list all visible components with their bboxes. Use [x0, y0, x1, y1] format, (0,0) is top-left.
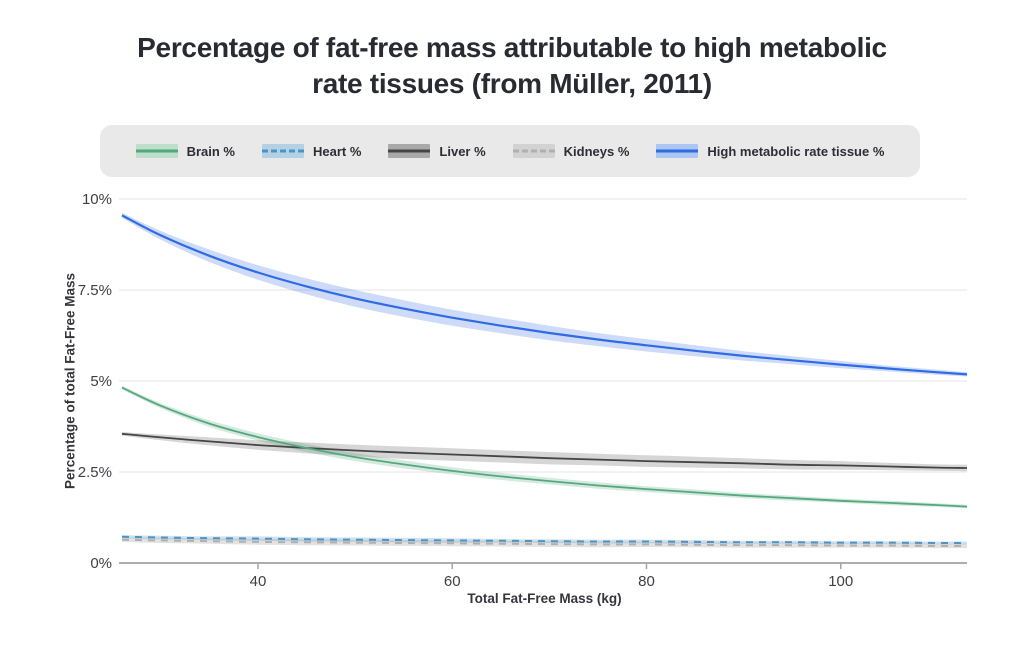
series-line-heart [121, 535, 967, 545]
y-tick-label-5%: 5% [90, 373, 112, 390]
legend-item-brain[interactable]: Brain % [135, 143, 235, 159]
x-tick-label-60: 60 [444, 573, 461, 590]
x-tick-label-40: 40 [250, 573, 267, 590]
legend-item-high-metabolic-rate-tissue[interactable]: High metabolic rate tissue % [656, 144, 884, 159]
legend-label-high-metabolic-rate-tissue: High metabolic rate tissue % [707, 143, 885, 159]
y-axis-label: Percentage of total Fat-Free Mass [62, 272, 78, 490]
x-axis-label: Total Fat-Free Mass (kg) [467, 591, 622, 606]
series-line-liver [121, 432, 968, 469]
y-tick-label-10%: 10% [82, 191, 112, 208]
ci-band-heart [122, 535, 967, 545]
legend: Brain % Heart % Liver % Kidneys % High m… [100, 125, 920, 177]
legend-swatch-liver [388, 144, 431, 158]
legend-swatch-heart [261, 144, 304, 158]
x-tick-label-100: 100 [828, 573, 853, 590]
legend-label-liver: Liver % [439, 143, 486, 159]
ci-band-liver [122, 432, 967, 472]
legend-swatch-high-metabolic-rate-tissue [656, 144, 699, 158]
legend-label-heart: Heart % [312, 143, 362, 159]
x-tick-label-80: 80 [638, 573, 655, 590]
y-tick-label-7.5%: 7.5% [78, 282, 112, 299]
series-line-hmrt [121, 214, 968, 376]
legend-item-heart[interactable]: Heart % [261, 143, 362, 159]
series-line-brain [121, 386, 968, 508]
y-tick-label-0%: 0% [90, 555, 112, 572]
legend-item-liver[interactable]: Liver % [388, 143, 486, 159]
y-tick-label-2.5%: 2.5% [78, 464, 112, 481]
legend-item-kidneys[interactable]: Kidneys % [512, 143, 630, 159]
ci-band-hmrt [122, 212, 967, 377]
legend-label-brain: Brain % [186, 143, 235, 159]
legend-swatch-brain [135, 144, 178, 158]
series-line-kidneys [121, 538, 968, 547]
legend-label-kidneys: Kidneys % [563, 143, 630, 159]
legend-swatch-kidneys [512, 144, 555, 158]
chart-title-line2: rate tissues (from Müller, 2011) [312, 68, 712, 99]
chart-title: Percentage of fat-free mass attributable… [0, 30, 1024, 102]
chart-title-line1: Percentage of fat-free mass attributable… [137, 32, 887, 63]
